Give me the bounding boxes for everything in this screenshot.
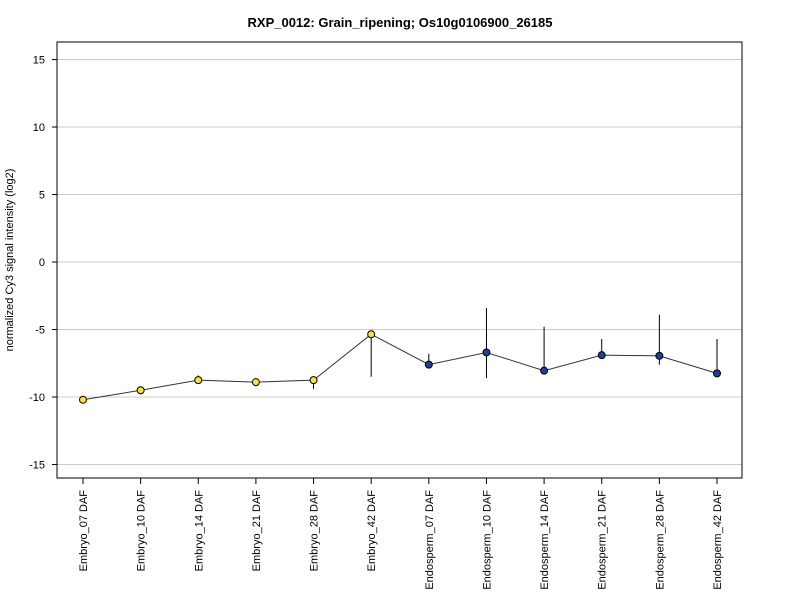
series-line-layer [82, 333, 718, 401]
y-tick-label: -15 [29, 460, 45, 472]
plot-frame [56, 41, 743, 479]
data-point [655, 351, 664, 360]
y-tick-label: -5 [35, 325, 45, 337]
data-point [713, 369, 721, 378]
chart-title: RXP_0012: Grain_ripening; Os10g0106900_2… [248, 15, 553, 30]
data-point [424, 360, 433, 369]
data-point [482, 348, 491, 357]
x-tick-label: Embryo_07 DAF [78, 490, 90, 572]
data-point [79, 395, 87, 404]
data-point [367, 330, 376, 339]
y-axis: 15 10 5 0 -5 -10 -15 [29, 55, 57, 472]
x-tick-label: Endosperm_10 DAF [481, 490, 493, 590]
data-point [194, 376, 203, 385]
data-point [540, 366, 549, 375]
data-point [136, 386, 145, 395]
x-tick-label: Endosperm_07 DAF [424, 490, 436, 590]
x-tick-label: Endosperm_28 DAF [654, 490, 666, 590]
data-point [309, 376, 318, 385]
x-tick-label: Embryo_14 DAF [193, 490, 205, 572]
data-points [79, 330, 721, 404]
error-bars [82, 307, 718, 400]
grid-layer [57, 59, 742, 466]
x-tick-label: Embryo_28 DAF [309, 490, 321, 572]
series-line [82, 333, 718, 401]
data-point [251, 378, 260, 387]
y-tick-label: 5 [39, 190, 45, 202]
x-tick-label: Embryo_42 DAF [366, 490, 378, 572]
x-tick-label: Endosperm_42 DAF [712, 490, 724, 590]
x-tick-label: Endosperm_14 DAF [539, 490, 551, 590]
x-tick-label: Embryo_10 DAF [136, 490, 148, 572]
data-point [597, 351, 606, 360]
x-tick-label: Endosperm_21 DAF [597, 490, 609, 590]
y-tick-label: 10 [33, 122, 45, 134]
y-tick-label: 15 [33, 55, 45, 67]
x-tick-label: Embryo_21 DAF [251, 490, 263, 572]
y-axis-label: normalized Cy3 signal intensity (log2) [4, 169, 16, 352]
x-axis: Embryo_07 DAF Embryo_10 DAF Embryo_14 DAF E… [78, 478, 724, 590]
y-tick-label: -10 [29, 392, 45, 404]
y-tick-label: 0 [39, 257, 45, 269]
